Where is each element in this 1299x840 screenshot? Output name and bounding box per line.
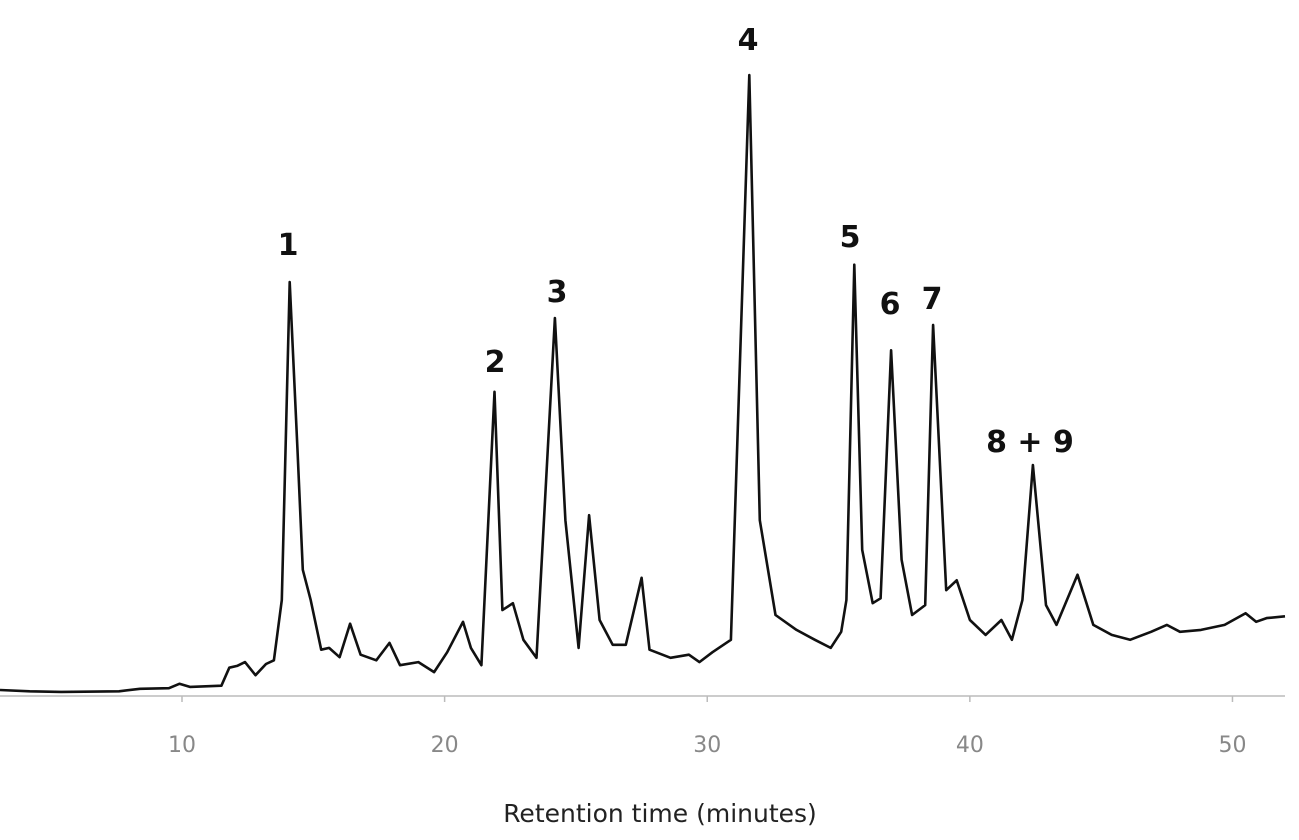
x-tick-label: 30 <box>693 733 721 758</box>
x-tick-label: 20 <box>431 733 459 758</box>
peak-label: 1 <box>278 228 299 263</box>
peak-label: 5 <box>840 220 861 255</box>
x-tick-label: 40 <box>956 733 984 758</box>
peak-label: 3 <box>547 275 568 310</box>
x-tick-label: 10 <box>168 733 196 758</box>
peak-label: 2 <box>485 345 506 380</box>
x-axis-title: Retention time (minutes) <box>503 799 817 828</box>
peak-label: 7 <box>922 282 943 317</box>
chromatogram-line <box>0 73 1286 694</box>
x-tick-label: 50 <box>1218 733 1246 758</box>
peak-label: 6 <box>880 287 901 322</box>
peak-label: 4 <box>738 23 759 58</box>
peak-label: 8 + 9 <box>986 425 1074 460</box>
